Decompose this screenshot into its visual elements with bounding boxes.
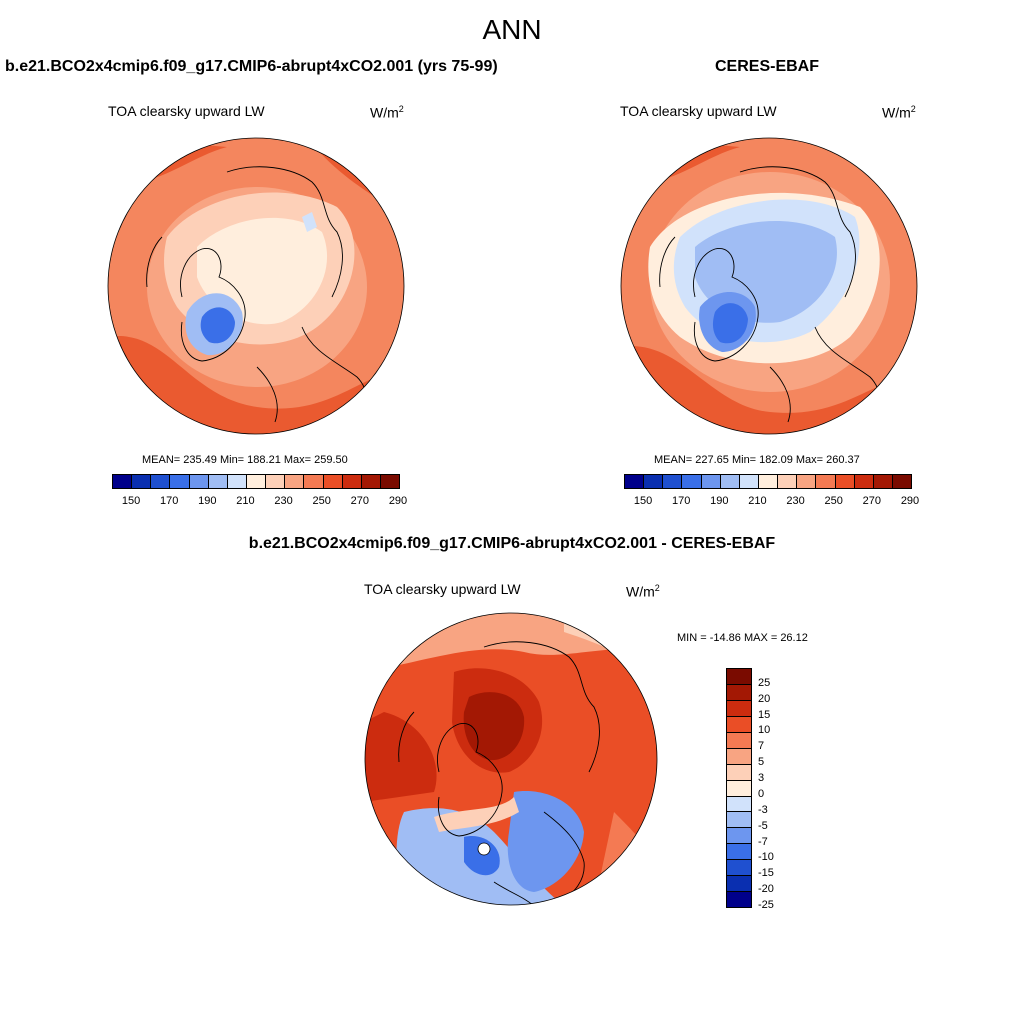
model-variable-label: TOA clearsky upward LW: [108, 103, 265, 119]
colorbar-tick-label: 15: [758, 708, 771, 721]
colorbar-tick-label: 210: [748, 495, 767, 507]
colorbar-tick-label: 190: [710, 495, 729, 507]
colorbar-swatch: [892, 475, 912, 488]
colorbar-tick-label: 3: [758, 772, 765, 785]
diff-stats: MIN = -14.86 MAX = 26.12: [677, 632, 808, 644]
colorbar-swatch: [854, 475, 874, 488]
colorbar-tick-label: 0: [758, 787, 765, 800]
colorbar-swatch: [720, 475, 740, 488]
colorbar-swatch: [323, 475, 343, 488]
colorbar-tick-label: 230: [274, 495, 293, 507]
colorbar-swatch: [727, 669, 751, 685]
colorbar-swatch: [727, 716, 751, 733]
colorbar-swatch: [682, 475, 702, 488]
colorbar-tick-label: 290: [388, 495, 408, 507]
colorbar-tick-label: -10: [758, 851, 774, 864]
colorbar-tick-label: 10: [758, 724, 771, 737]
model-stats: MEAN= 235.49 Min= 188.21 Max= 259.50: [142, 454, 348, 466]
colorbar-swatch: [644, 475, 664, 488]
colorbar-swatch: [835, 475, 855, 488]
colorbar-swatch: [170, 475, 190, 488]
diff-units: W/m2: [626, 583, 660, 600]
colorbar-swatch: [727, 876, 751, 893]
colorbar-swatch: [663, 475, 683, 488]
colorbar-swatch: [727, 812, 751, 829]
colorbar-swatch: [132, 475, 152, 488]
colorbar-swatch: [701, 475, 721, 488]
colorbar-swatch: [727, 796, 751, 813]
colorbar-tick-label: 290: [900, 495, 920, 507]
colorbar-swatch: [227, 475, 247, 488]
diff-polar-map: [364, 612, 658, 906]
colorbar-swatch: [727, 684, 751, 701]
colorbar-swatch: [727, 860, 751, 877]
colorbar-tick-label: 270: [350, 495, 370, 507]
model-panel-heading: b.e21.BCO2x4cmip6.f09_g17.CMIP6-abrupt4x…: [5, 58, 498, 75]
colorbar-swatch: [758, 475, 779, 488]
obs-stats: MEAN= 227.65 Min= 182.09 Max= 260.37: [654, 454, 860, 466]
colorbar-swatch: [189, 475, 209, 488]
colorbar-tick-label: 20: [758, 692, 771, 705]
colorbar-swatch: [380, 475, 400, 488]
colorbar-swatch: [727, 780, 751, 797]
colorbar-swatch: [208, 475, 228, 488]
colorbar-swatch: [739, 475, 759, 488]
colorbar-swatch: [246, 475, 267, 488]
colorbar-swatch: [778, 475, 798, 488]
model-colorbar: [112, 474, 400, 489]
colorbar-tick-label: 170: [672, 495, 691, 507]
colorbar-tick-label: -7: [758, 835, 768, 848]
colorbar-swatch: [727, 700, 751, 717]
figure-title: ANN: [482, 14, 542, 45]
colorbar-swatch: [873, 475, 893, 488]
colorbar-tick-label: 270: [862, 495, 882, 507]
colorbar-swatch: [625, 475, 645, 488]
colorbar-tick-label: 25: [758, 676, 771, 689]
colorbar-tick-label: 230: [786, 495, 805, 507]
colorbar-tick-label: 250: [824, 495, 843, 507]
colorbar-swatch: [361, 475, 381, 488]
colorbar-swatch: [727, 892, 751, 908]
colorbar-tick-label: 150: [633, 495, 653, 507]
colorbar-swatch: [285, 475, 305, 488]
colorbar-tick-label: 210: [236, 495, 255, 507]
diff-colorbar: [726, 668, 752, 908]
colorbar-tick-label: -20: [758, 883, 774, 896]
colorbar-swatch: [797, 475, 817, 488]
obs-units: W/m2: [882, 104, 916, 121]
colorbar-tick-label: 190: [198, 495, 217, 507]
colorbar-swatch: [727, 828, 751, 845]
colorbar-tick-label: 7: [758, 740, 765, 753]
obs-colorbar: [624, 474, 912, 489]
obs-variable-label: TOA clearsky upward LW: [620, 103, 777, 119]
colorbar-swatch: [727, 844, 751, 861]
colorbar-swatch: [816, 475, 836, 488]
colorbar-tick-label: 250: [312, 495, 331, 507]
colorbar-tick-label: 170: [160, 495, 179, 507]
diff-variable-label: TOA clearsky upward LW: [364, 581, 521, 597]
obs-panel-heading: CERES-EBAF: [715, 58, 820, 75]
colorbar-swatch: [727, 764, 751, 781]
colorbar-tick-label: -25: [758, 899, 774, 911]
colorbar-tick-label: -5: [758, 819, 768, 832]
obs-polar-map: [620, 137, 918, 435]
colorbar-swatch: [266, 475, 286, 488]
colorbar-swatch: [304, 475, 324, 488]
colorbar-tick-label: -15: [758, 867, 774, 880]
colorbar-swatch: [113, 475, 133, 488]
colorbar-tick-label: 150: [121, 495, 141, 507]
colorbar-tick-label: -3: [758, 803, 768, 816]
model-units: W/m2: [370, 104, 404, 121]
colorbar-swatch: [342, 475, 362, 488]
colorbar-swatch: [151, 475, 171, 488]
colorbar-tick-label: 5: [758, 756, 765, 769]
model-polar-map: [107, 137, 405, 435]
colorbar-swatch: [727, 732, 751, 749]
colorbar-swatch: [727, 748, 751, 765]
diff-panel-heading: b.e21.BCO2x4cmip6.f09_g17.CMIP6-abrupt4x…: [248, 535, 776, 552]
